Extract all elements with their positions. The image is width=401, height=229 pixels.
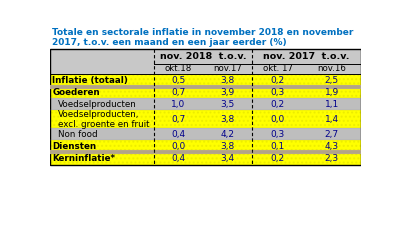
Text: 0,0: 0,0 [270,114,285,124]
Text: 1,9: 1,9 [325,88,339,97]
Text: 0,7: 0,7 [171,88,186,97]
Text: nov.16: nov.16 [318,64,346,73]
Text: nov. 2018  t.o.v.: nov. 2018 t.o.v. [160,52,247,61]
Bar [50,49,361,165]
Bar [50,110,361,128]
Text: 4,2: 4,2 [221,130,235,139]
Text: 3,4: 3,4 [221,154,235,163]
Text: 3,8: 3,8 [221,142,235,150]
Text: Non food: Non food [58,130,97,139]
Text: 1,0: 1,0 [171,100,186,109]
Bar [50,98,361,110]
Text: 0,4: 0,4 [171,154,185,163]
Text: 3,5: 3,5 [221,100,235,109]
Bar [50,74,361,87]
Text: 3,8: 3,8 [221,76,235,85]
Text: 3,9: 3,9 [221,88,235,97]
Text: 2,3: 2,3 [325,154,339,163]
Text: 1,1: 1,1 [325,100,339,109]
Text: okt.18: okt.18 [165,64,192,73]
Text: nov. 2017  t.o.v.: nov. 2017 t.o.v. [263,52,350,61]
Bar [50,87,361,98]
Bar [50,152,361,165]
Bar [50,110,361,128]
Text: 3,8: 3,8 [221,114,235,124]
Text: nov.17: nov.17 [213,64,242,73]
Bar [50,87,361,98]
Text: 0,0: 0,0 [171,142,186,150]
Text: 1,4: 1,4 [325,114,339,124]
Text: Voedselproducten: Voedselproducten [58,100,137,109]
Text: 0,7: 0,7 [171,114,186,124]
Bar [50,128,361,140]
Text: 0,2: 0,2 [271,100,285,109]
Text: 2017, t.o.v. een maand en een jaar eerder (%): 2017, t.o.v. een maand en een jaar eerde… [52,38,286,47]
Text: Goederen: Goederen [53,88,100,97]
Text: Totale en sectorale inflatie in november 2018 en november: Totale en sectorale inflatie in november… [52,28,353,37]
Bar [50,140,361,152]
Text: 0,5: 0,5 [171,76,186,85]
Text: 2,7: 2,7 [325,130,339,139]
Bar [50,74,361,87]
Text: 0,2: 0,2 [271,76,285,85]
Text: 4,3: 4,3 [325,142,339,150]
Text: Voedselproducten,
excl. groente en fruit: Voedselproducten, excl. groente en fruit [58,110,150,129]
Text: Inflatie (totaal): Inflatie (totaal) [53,76,128,85]
Text: Kerninflatie*: Kerninflatie* [53,154,115,163]
Bar [50,140,361,152]
Text: 0,4: 0,4 [171,130,185,139]
Text: 0,3: 0,3 [270,130,285,139]
Bar [50,49,361,74]
Text: 2,5: 2,5 [325,76,339,85]
Text: 0,1: 0,1 [270,142,285,150]
Text: okt. 17: okt. 17 [263,64,293,73]
Text: 0,2: 0,2 [271,154,285,163]
Text: Diensten: Diensten [53,142,97,150]
Bar [50,152,361,165]
Text: 0,3: 0,3 [270,88,285,97]
